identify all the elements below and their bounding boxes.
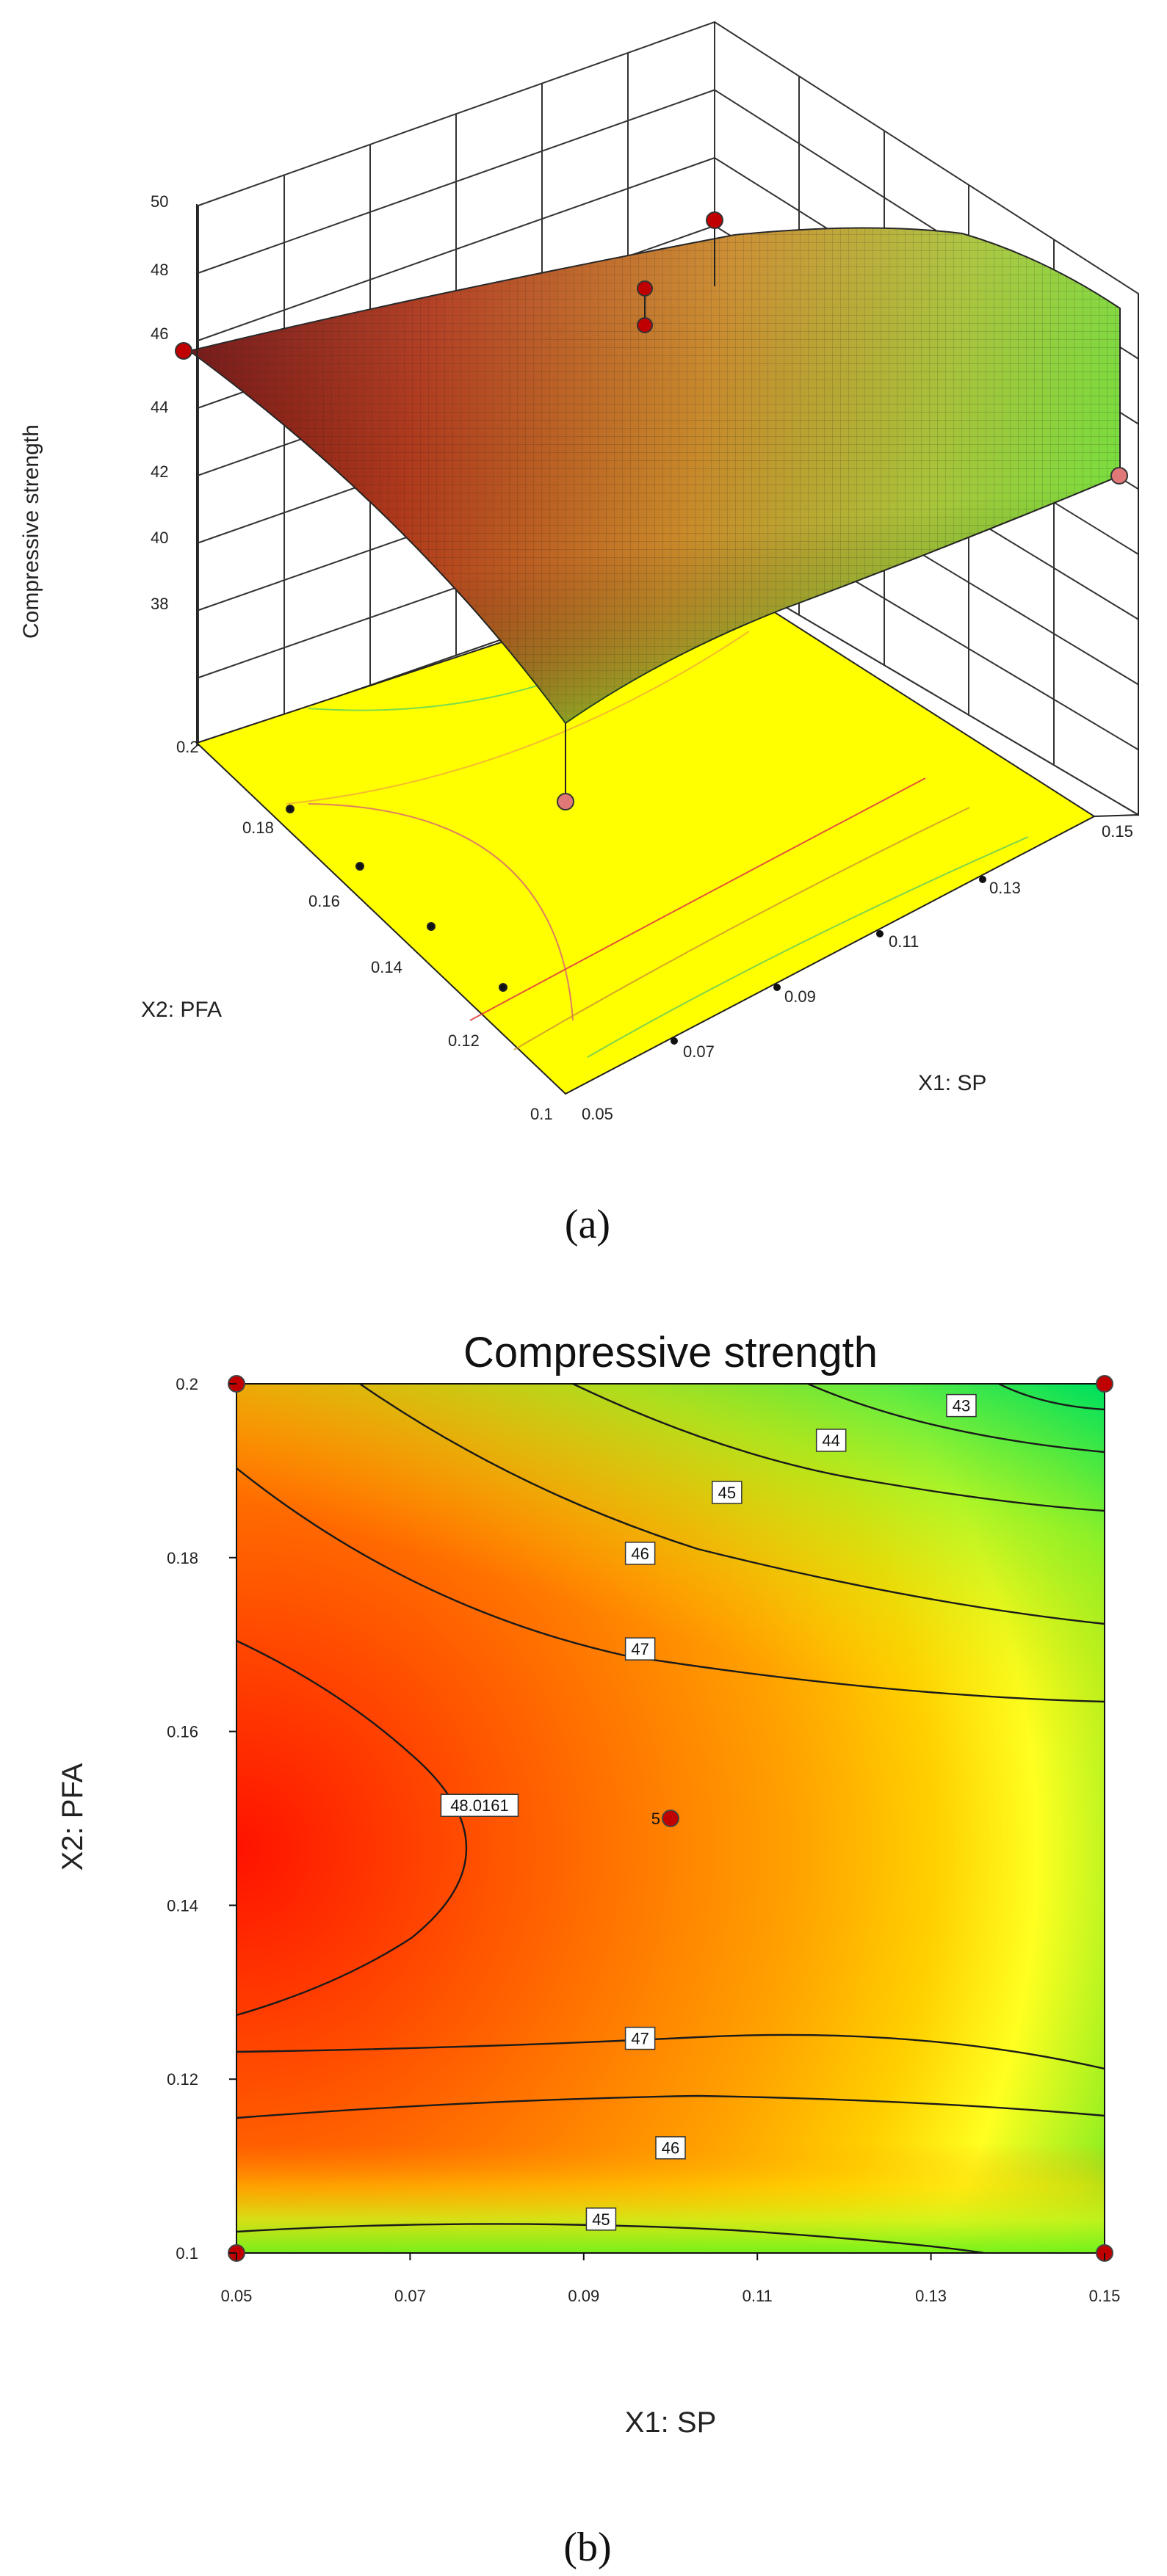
contour-label-box bbox=[440, 1793, 519, 1817]
panel-a-surface-plot: 38 40 42 44 46 48 50 0.1 0.12 0.14 0.16 … bbox=[19, 21, 1139, 1247]
y-tick-label: 0.16 bbox=[167, 1723, 198, 1741]
design-point bbox=[706, 211, 723, 229]
x-tick-label: 0.13 bbox=[915, 2287, 947, 2305]
pfa-axis-ticks: 0.1 0.12 0.14 0.16 0.18 0.2 bbox=[176, 738, 553, 1123]
panel-b-caption: (b) bbox=[563, 2525, 611, 2570]
contour-labels: 43 44 45 46 47 48.0161 47 46 45 bbox=[440, 1393, 977, 2231]
y-tick-label: 0.1 bbox=[176, 2244, 198, 2263]
design-point bbox=[637, 317, 653, 333]
design-point bbox=[557, 793, 574, 810]
pfa-tick-label: 0.18 bbox=[242, 819, 274, 837]
sp-axis-ticks: 0.05 0.07 0.09 0.11 0.13 0.15 bbox=[582, 822, 1133, 1123]
response-surface bbox=[187, 227, 1121, 725]
contour-label: 47 bbox=[631, 1640, 648, 1658]
contour-label-box bbox=[946, 1393, 977, 1418]
z-tick-label: 38 bbox=[151, 595, 168, 613]
contour-label-box bbox=[712, 1481, 743, 1504]
contour-label-box bbox=[815, 1429, 847, 1452]
x-tick-label: 0.11 bbox=[743, 2287, 773, 2305]
contour-label-box bbox=[624, 2026, 656, 2050]
design-point bbox=[637, 280, 653, 297]
contour-label-box bbox=[655, 2136, 686, 2160]
pfa-tick-label: 0.14 bbox=[371, 958, 402, 976]
pfa-tick-label: 0.12 bbox=[448, 1031, 480, 1050]
x-tick-label: 0.07 bbox=[394, 2287, 426, 2305]
pfa-tick-label: 0.2 bbox=[176, 738, 199, 756]
x-tick-label: 0.09 bbox=[568, 2287, 599, 2305]
contour-design-points bbox=[228, 1375, 1113, 2262]
floor-contour-lines bbox=[286, 623, 1029, 1058]
sp-tick-label: 0.11 bbox=[889, 932, 919, 951]
z-tick-label: 48 bbox=[151, 261, 168, 279]
center-design-point bbox=[662, 1810, 679, 1827]
z-tick-label: 42 bbox=[151, 462, 168, 481]
z-tick-label: 44 bbox=[151, 398, 168, 416]
contour-frame bbox=[236, 1383, 1105, 2254]
pfa-tick-label: 0.16 bbox=[308, 892, 340, 910]
sp-tick-label: 0.13 bbox=[989, 879, 1021, 897]
z-tick-label: 46 bbox=[151, 324, 168, 343]
panel-a-caption: (a) bbox=[565, 1202, 610, 1247]
y-tick-label: 0.14 bbox=[167, 1896, 198, 1915]
sp-tick-label: 0.09 bbox=[784, 987, 816, 1006]
pfa-axis-title: X2: PFA bbox=[141, 998, 222, 1022]
contour-x-ticks: 0.05 0.07 0.09 0.11 0.13 0.15 bbox=[221, 2253, 1121, 2305]
contour-label-box bbox=[585, 2207, 617, 2231]
contour-title: Compressive strength bbox=[463, 1329, 878, 1376]
z-axis-title: Compressive strength bbox=[19, 424, 43, 639]
contour-label-box bbox=[624, 1542, 656, 1565]
center-point-label: 5 bbox=[651, 1810, 660, 1828]
y-tick-label: 0.18 bbox=[167, 1549, 198, 1567]
x-tick-label: 0.05 bbox=[221, 2287, 253, 2305]
pfa-tick-label: 0.1 bbox=[530, 1105, 553, 1123]
z-tick-label: 40 bbox=[151, 529, 168, 547]
corner-design-point bbox=[1096, 1375, 1113, 1393]
design-points-3d bbox=[175, 211, 1128, 810]
contour-label: 47 bbox=[631, 2030, 648, 2048]
contour-label: 48.0161 bbox=[450, 1796, 509, 1815]
contour-label: 45 bbox=[592, 2210, 610, 2229]
sp-axis-title: X1: SP bbox=[918, 1071, 986, 1095]
contour-label: 44 bbox=[822, 1432, 839, 1450]
contour-y-axis-title: X2: PFA bbox=[57, 1763, 89, 1871]
y-tick-label: 0.12 bbox=[167, 2070, 198, 2089]
contour-lines bbox=[236, 1384, 1105, 2253]
design-point bbox=[175, 342, 192, 360]
x-tick-label: 0.15 bbox=[1089, 2287, 1121, 2305]
panel-b-contour-plot: Compressive strength 43 44 45 46 47 48.0161 47… bbox=[57, 1329, 1120, 2570]
contour-label: 46 bbox=[631, 1545, 648, 1563]
contour-y-ticks: 0.1 0.12 0.14 0.16 0.18 0.2 bbox=[167, 1375, 236, 2263]
contour-label-box bbox=[624, 1637, 656, 1661]
sp-tick-label: 0.15 bbox=[1102, 822, 1133, 841]
z-tick-label: 50 bbox=[151, 192, 168, 211]
contour-label: 46 bbox=[662, 2139, 679, 2158]
sp-tick-label: 0.05 bbox=[582, 1105, 613, 1123]
y-tick-label: 0.2 bbox=[176, 1375, 198, 1393]
z-axis-ticks: 38 40 42 44 46 48 50 bbox=[151, 192, 168, 613]
sp-tick-label: 0.07 bbox=[683, 1042, 715, 1061]
contour-label: 43 bbox=[953, 1397, 970, 1415]
design-point bbox=[1110, 467, 1128, 485]
contour-label: 45 bbox=[718, 1484, 736, 1502]
contour-x-axis-title: X1: SP bbox=[625, 2406, 717, 2439]
